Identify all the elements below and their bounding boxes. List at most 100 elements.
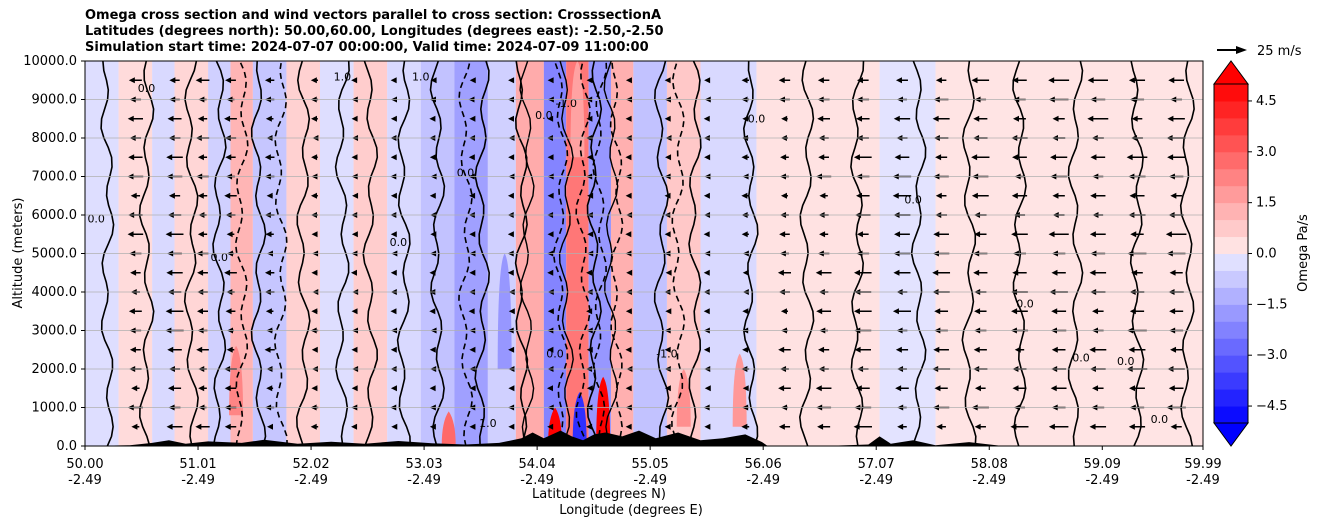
wind-vector-head <box>311 269 318 276</box>
wind-vector-head <box>351 385 358 392</box>
quiver-key-arrow-head <box>1236 46 1247 54</box>
wind-vector-head <box>429 192 436 199</box>
wind-vector-head <box>973 269 980 276</box>
wind-vector-head <box>586 115 593 122</box>
wind-vector-head <box>703 115 710 122</box>
contour-negative-0 <box>234 61 249 446</box>
wind-vector-head <box>547 192 554 199</box>
wind-vector-head <box>224 192 231 199</box>
contour-label-6: 0.0 <box>457 167 475 180</box>
wind-vector-head <box>1089 231 1096 238</box>
wind-vector-head <box>165 308 172 315</box>
x-tick-label-lat-7: 57.07 <box>858 457 895 472</box>
wind-vector-head <box>197 192 204 199</box>
wind-vector-head <box>742 269 749 276</box>
wind-vector-head <box>854 346 861 353</box>
x-tick-label-lon-10: -2.49 <box>1186 473 1220 488</box>
wind-vector-head <box>703 231 710 238</box>
wind-vector-head <box>1170 192 1177 199</box>
wind-vector-head <box>1165 231 1172 238</box>
wind-vector-head <box>1130 231 1137 238</box>
wind-vector-head <box>817 115 824 122</box>
colorbar-tick-label-6: −4.5 <box>1256 399 1288 414</box>
wind-vector-head <box>780 154 787 161</box>
contour-label-7: 0.0 <box>535 109 553 122</box>
wind-vector-head <box>973 115 980 122</box>
wind-vector-head <box>664 346 671 353</box>
colorbar-segment-9 <box>1214 253 1248 271</box>
wind-vector-head <box>1050 154 1057 161</box>
wind-vector-head <box>1090 154 1097 161</box>
wind-vector-head <box>469 423 476 430</box>
wind-vector-head <box>547 269 554 276</box>
wind-vector-head <box>703 308 710 315</box>
wind-vector-head <box>778 77 785 84</box>
wind-vector-head <box>934 308 941 315</box>
wind-vector-head <box>935 192 942 199</box>
colorbar-segment-6 <box>1214 304 1248 322</box>
wind-vector-head <box>853 154 860 161</box>
wind-vector-head <box>547 77 554 84</box>
wind-vector-head <box>778 385 785 392</box>
wind-vector-head <box>1128 346 1135 353</box>
wind-vector-head <box>892 192 899 199</box>
wind-vector-head <box>469 385 476 392</box>
wind-vector-head <box>429 115 436 122</box>
wind-vector-head <box>1089 269 1096 276</box>
wind-vector-head <box>818 154 825 161</box>
wind-vector-head <box>468 154 475 161</box>
wind-vector-head <box>815 385 822 392</box>
wind-vector-head <box>780 308 787 315</box>
wind-vector-head <box>1129 308 1136 315</box>
wind-vector-head <box>819 231 826 238</box>
wind-vector-head <box>198 385 205 392</box>
wind-vector-head <box>971 154 978 161</box>
chart-title-line-2: Latitudes (degrees north): 50.00,60.00, … <box>85 24 664 39</box>
wind-vector-head <box>547 308 554 315</box>
wind-vector-head <box>351 423 358 430</box>
wind-vector-head <box>265 115 272 122</box>
contour-label-11: 0.0 <box>748 113 766 126</box>
wind-vector-head <box>856 192 863 199</box>
wind-vector-head <box>971 77 978 84</box>
colorbar-extend-min <box>1213 422 1249 447</box>
wind-vector-head <box>586 154 593 161</box>
x-tick-label-lon-7: -2.49 <box>859 473 893 488</box>
wind-vector-head <box>625 308 632 315</box>
wind-vector-head <box>935 77 942 84</box>
wind-vector-head <box>1051 346 1058 353</box>
wind-vector-head <box>742 385 749 392</box>
wind-vector-head <box>508 346 515 353</box>
wind-vector-head <box>508 385 515 392</box>
wind-vector-head <box>897 423 904 430</box>
colorbar-segment-2 <box>1214 372 1248 390</box>
wind-vector-head <box>508 77 515 84</box>
wind-vector-head <box>197 115 204 122</box>
wind-vector-head <box>1050 385 1057 392</box>
x-tick-label-lon-5: -2.49 <box>633 473 667 488</box>
colorbar-segment-10 <box>1214 236 1248 254</box>
wind-vector-head <box>224 423 231 430</box>
wind-vector-head <box>1168 385 1175 392</box>
wind-vector-head <box>586 308 593 315</box>
chart-title-line-3: Simulation start time: 2024-07-07 00:00:… <box>85 40 649 55</box>
wind-vector-head <box>351 346 358 353</box>
wind-vector-head <box>390 308 397 315</box>
y-tick-label-2: 2000.0 <box>32 362 78 377</box>
wind-vector-head <box>197 154 204 161</box>
wind-vector-head <box>778 346 785 353</box>
wind-vector-head <box>933 231 940 238</box>
wind-vector-head <box>225 77 232 84</box>
wind-vector-head <box>895 77 902 84</box>
wind-vector-head <box>935 154 942 161</box>
wind-vector-head <box>704 423 711 430</box>
wind-vector-head <box>1014 346 1021 353</box>
x-tick-label-lon-0: -2.49 <box>68 473 102 488</box>
wind-vector-head <box>469 231 476 238</box>
wind-vector-head <box>1092 385 1099 392</box>
wind-vector-head <box>390 115 397 122</box>
x-tick-label-lon-9: -2.49 <box>1085 473 1119 488</box>
wind-vector-head <box>311 154 318 161</box>
wind-vector-head <box>1169 269 1176 276</box>
